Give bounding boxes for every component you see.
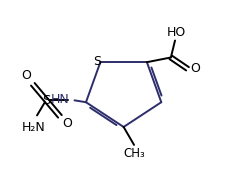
Text: S: S xyxy=(93,55,101,68)
Text: CH₃: CH₃ xyxy=(123,147,145,160)
Text: O: O xyxy=(191,62,201,75)
Text: HO: HO xyxy=(167,26,186,39)
Text: O: O xyxy=(21,69,31,82)
Text: S: S xyxy=(42,94,51,107)
Text: O: O xyxy=(62,117,72,130)
Text: HN: HN xyxy=(51,93,69,106)
Text: H₂N: H₂N xyxy=(22,121,46,134)
